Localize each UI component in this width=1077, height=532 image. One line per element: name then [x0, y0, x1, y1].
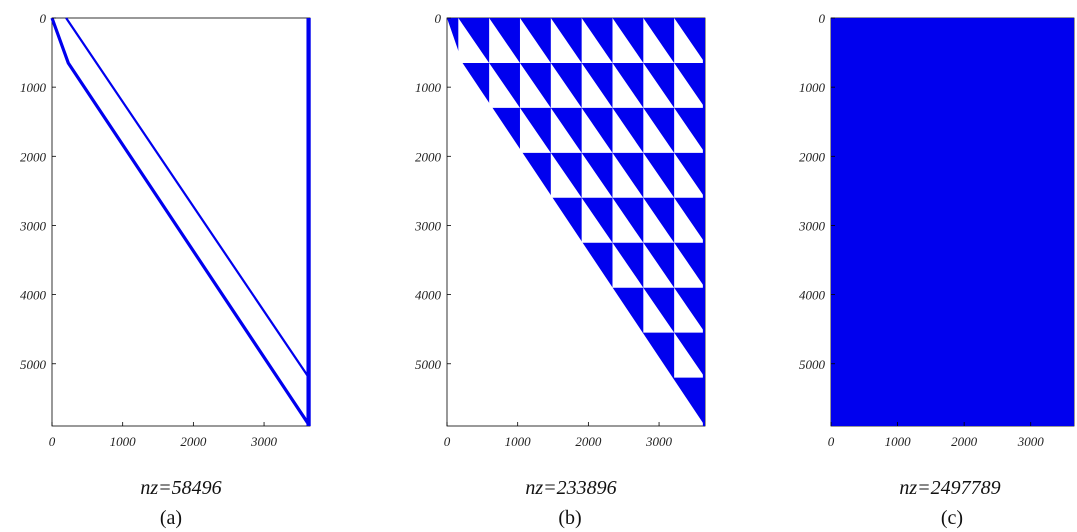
panel-label: (a) [160, 507, 182, 529]
y-tick-label: 3000 [19, 218, 47, 233]
y-tick-label: 0 [819, 11, 826, 26]
nonzero-pattern [447, 18, 705, 426]
nz-label: nz=58496 [140, 477, 221, 499]
block-hole [674, 287, 705, 333]
y-ticks: 0 1000 2000 3000 4000 5000 [414, 11, 451, 372]
x-tick-label: 2000 [575, 434, 602, 449]
y-tick-label: 2000 [415, 149, 442, 164]
y-tick-label: 1000 [799, 80, 826, 95]
x-tick-label: 2000 [180, 434, 207, 449]
x-tick-label: 3000 [1017, 434, 1045, 449]
x-ticks: 0 1000 2000 3000 [828, 422, 1044, 449]
y-tick-label: 1000 [415, 80, 442, 95]
nz-label: nz=233896 [525, 477, 616, 499]
spy-plot-b: 0 1000 2000 3000 4000 5000 0 1000 2000 3000 nz=2… [414, 11, 706, 529]
nonzero-pattern [50, 17, 311, 427]
y-tick-label: 4000 [20, 288, 47, 303]
block-hole [643, 287, 675, 333]
spy-plot-a: 0 1000 2000 3000 4000 5000 0 1000 2000 3000 nz=5… [19, 11, 311, 529]
x-tick-label: 0 [49, 434, 56, 449]
x-tick-label: 0 [828, 434, 835, 449]
x-tick-label: 3000 [250, 434, 278, 449]
y-tick-label: 1000 [20, 80, 47, 95]
spy-plot-c: 0 1000 2000 3000 4000 5000 0 1000 2000 3000 nz=2… [798, 11, 1075, 529]
nz-label: nz=2497789 [899, 477, 1000, 499]
x-ticks: 0 1000 2000 3000 [49, 422, 278, 449]
y-tick-label: 0 [435, 11, 442, 26]
block-hole [489, 18, 520, 63]
y-ticks: 0 1000 2000 3000 4000 5000 [19, 11, 56, 372]
block-hole [612, 62, 644, 108]
x-tick-label: 1000 [505, 434, 532, 449]
panel-label: (c) [941, 507, 963, 529]
panel-label: (b) [558, 507, 581, 529]
dense-last-column [702, 18, 705, 426]
x-tick-label: 2000 [951, 434, 978, 449]
block-hole [643, 62, 675, 108]
y-ticks: 0 1000 2000 3000 4000 5000 [798, 11, 835, 372]
upper-triangle-fill [447, 18, 705, 426]
y-tick-label: 0 [40, 11, 47, 26]
y-tick-label: 5000 [415, 357, 442, 372]
block-hole [489, 62, 520, 108]
upper-diagonal-band [65, 17, 311, 379]
lower-diagonal-band [50, 17, 311, 427]
plot-frame [51, 17, 311, 427]
y-tick-label: 3000 [414, 218, 442, 233]
dense-last-column [306, 18, 311, 426]
x-tick-label: 3000 [645, 434, 673, 449]
y-tick-label: 5000 [799, 357, 826, 372]
block-hole [458, 18, 490, 63]
block-hole [674, 62, 705, 108]
y-tick-label: 3000 [798, 218, 826, 233]
dense-fill [831, 18, 1074, 426]
block-hole [674, 332, 705, 378]
y-tick-label: 4000 [415, 288, 442, 303]
y-tick-label: 5000 [20, 357, 47, 372]
x-tick-label: 1000 [885, 434, 912, 449]
x-tick-label: 1000 [110, 434, 137, 449]
y-tick-label: 4000 [799, 288, 826, 303]
x-ticks: 0 1000 2000 3000 [444, 422, 673, 449]
y-tick-label: 2000 [20, 149, 47, 164]
y-tick-label: 2000 [799, 149, 826, 164]
x-tick-label: 0 [444, 434, 451, 449]
nonzero-pattern [831, 18, 1074, 426]
